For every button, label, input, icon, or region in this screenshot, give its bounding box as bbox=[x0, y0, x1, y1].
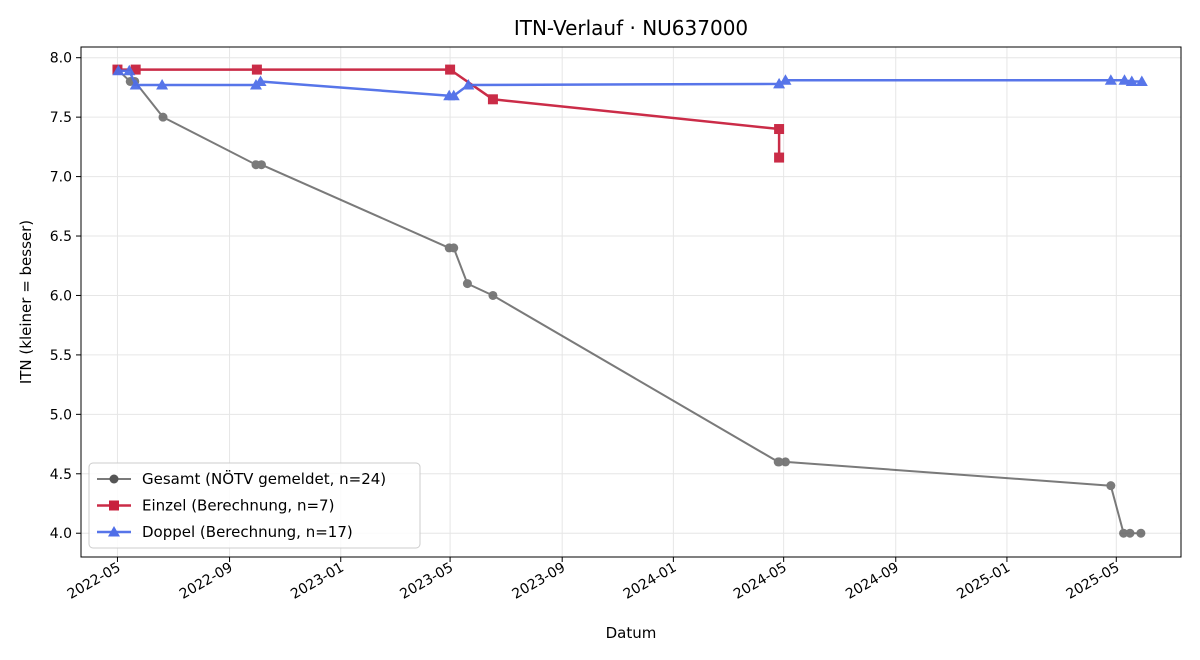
legend-marker bbox=[109, 500, 119, 511]
data-point bbox=[774, 152, 785, 163]
data-point bbox=[123, 64, 136, 76]
plot-frame bbox=[80, 46, 1182, 558]
y-tick-label: 7.5 bbox=[50, 110, 72, 126]
data-point bbox=[112, 64, 125, 76]
data-point bbox=[256, 160, 266, 170]
data-point bbox=[462, 79, 475, 90]
data-point bbox=[488, 290, 498, 300]
data-point bbox=[1106, 481, 1116, 491]
data-point bbox=[1136, 528, 1146, 538]
data-point bbox=[773, 77, 786, 89]
legend-box bbox=[88, 462, 421, 549]
legend-label: Gesamt (NÖTV gemeldet, n=24) bbox=[142, 469, 386, 488]
data-point bbox=[487, 94, 498, 105]
data-point bbox=[1125, 528, 1135, 538]
legend-entry: Einzel (Berechnung, n=7) bbox=[97, 497, 334, 515]
data-point bbox=[156, 79, 169, 90]
data-point bbox=[774, 124, 785, 135]
data-point bbox=[445, 64, 456, 75]
data-point bbox=[254, 75, 267, 86]
data-point bbox=[449, 243, 459, 253]
series-circle bbox=[112, 65, 1146, 538]
legend-entry: Doppel (Berechnung, n=17) bbox=[97, 523, 353, 541]
data-point bbox=[129, 79, 142, 90]
legend-entry: Gesamt (NÖTV gemeldet, n=24) bbox=[97, 469, 386, 488]
y-axis-title: ITN (kleiner = besser) bbox=[17, 220, 35, 384]
data-point bbox=[1119, 528, 1129, 538]
data-point bbox=[780, 457, 790, 467]
data-point bbox=[1135, 75, 1148, 86]
legend-marker bbox=[109, 474, 119, 484]
data-point bbox=[1125, 75, 1138, 86]
y-tick-label: 5.0 bbox=[50, 407, 72, 423]
legend-label: Einzel (Berechnung, n=7) bbox=[142, 497, 334, 515]
y-tick-label: 4.5 bbox=[50, 467, 72, 483]
x-axis-title: Datum bbox=[606, 624, 657, 642]
data-point bbox=[1104, 74, 1117, 85]
data-point bbox=[251, 64, 262, 75]
y-tick-label: 6.0 bbox=[50, 288, 72, 304]
y-tick-label: 8.0 bbox=[50, 51, 72, 67]
series-triangle bbox=[112, 64, 1148, 101]
y-tick-label: 6.5 bbox=[50, 229, 72, 245]
data-point bbox=[158, 112, 168, 122]
data-point bbox=[1118, 74, 1131, 85]
series-layer bbox=[112, 64, 1148, 538]
data-point bbox=[462, 279, 472, 289]
y-tick-label: 5.5 bbox=[50, 348, 72, 364]
data-point bbox=[130, 64, 141, 75]
data-point bbox=[774, 457, 784, 467]
legend-marker bbox=[108, 526, 120, 537]
legend: Gesamt (NÖTV gemeldet, n=24) Einzel (Bere… bbox=[88, 462, 421, 549]
data-point bbox=[779, 74, 792, 85]
chart-title: ITN-Verlauf · NU637000 bbox=[514, 16, 748, 40]
y-tick-label: 4.0 bbox=[50, 526, 72, 542]
data-point bbox=[447, 89, 460, 101]
grid-lines bbox=[81, 47, 1181, 557]
y-tick-label: 7.0 bbox=[50, 170, 72, 186]
legend-label: Doppel (Berechnung, n=17) bbox=[142, 523, 353, 541]
